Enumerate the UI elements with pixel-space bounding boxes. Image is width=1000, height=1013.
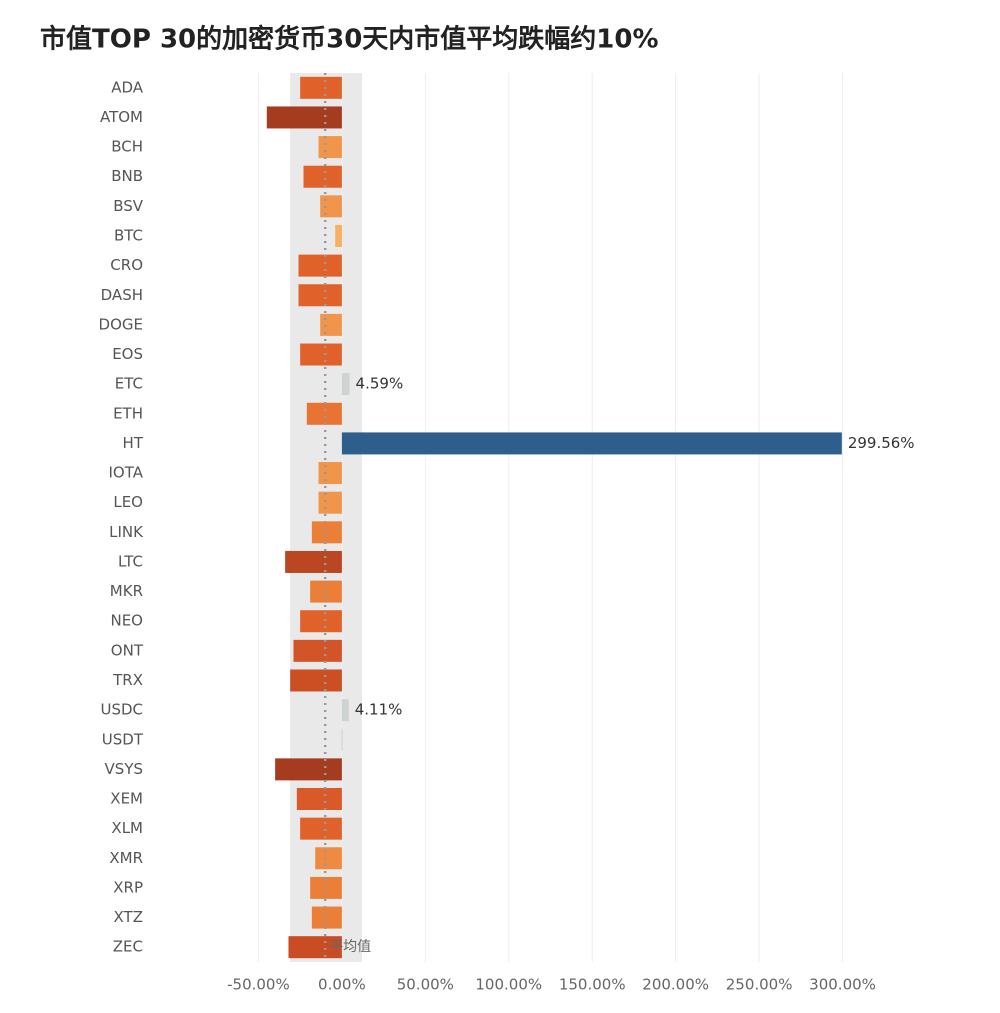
bar <box>320 313 342 336</box>
bar <box>300 343 342 366</box>
y-tick-label: LTC <box>118 552 143 570</box>
x-tick-label: 50.00% <box>397 976 454 994</box>
y-tick-label: DOGE <box>99 315 143 333</box>
bar <box>341 432 842 455</box>
bar <box>288 936 342 959</box>
average-label: 平均值 <box>329 939 371 955</box>
y-tick-label: CRO <box>110 256 143 274</box>
y-tick-label: BNB <box>111 167 143 185</box>
bar <box>306 402 342 425</box>
bar <box>296 788 342 811</box>
bar <box>341 728 343 751</box>
bar <box>300 817 342 840</box>
y-tick-label: ZEC <box>113 938 143 956</box>
bar <box>318 136 342 159</box>
bar <box>320 195 342 218</box>
y-tick-label: LEO <box>113 493 143 511</box>
y-tick-label: USDT <box>102 730 144 748</box>
y-tick-label: ATOM <box>100 108 143 126</box>
y-tick-label: EOS <box>112 345 143 363</box>
x-tick-label: 150.00% <box>559 976 626 994</box>
y-tick-label: ADA <box>111 78 144 96</box>
bar <box>298 254 342 277</box>
bar <box>285 550 342 573</box>
bar <box>341 373 350 396</box>
bar <box>311 521 342 544</box>
y-tick-label: BSV <box>113 197 144 215</box>
y-tick-label: XMR <box>109 849 143 867</box>
value-label: 4.11% <box>355 701 403 719</box>
y-tick-label: TRX <box>112 671 143 689</box>
y-tick-label: ONT <box>111 641 144 659</box>
bar <box>298 284 342 307</box>
y-tick-label: XTZ <box>114 908 143 926</box>
bar <box>311 906 342 929</box>
y-tick-label: BCH <box>111 138 143 156</box>
bar <box>341 699 349 722</box>
y-tick-label: XRP <box>113 878 143 896</box>
bar <box>275 758 342 781</box>
x-tick-label: 250.00% <box>726 976 793 994</box>
bar <box>318 462 342 485</box>
x-tick-label: 100.00% <box>475 976 542 994</box>
bar <box>335 224 342 247</box>
y-tick-label: ETC <box>115 375 143 393</box>
x-tick-label: 300.00% <box>809 976 876 994</box>
bar <box>266 106 342 129</box>
bar <box>300 76 342 99</box>
y-tick-label: BTC <box>114 226 143 244</box>
y-tick-label: VSYS <box>105 760 143 778</box>
x-tick-label: 200.00% <box>642 976 709 994</box>
bar <box>303 165 342 188</box>
y-tick-label: DASH <box>101 286 143 304</box>
bar <box>315 847 342 870</box>
y-tick-label: XLM <box>111 819 143 837</box>
y-tick-label: MKR <box>110 582 143 600</box>
value-label: 299.56% <box>848 434 915 452</box>
plot-area: -50.00% 0.00% 50.00% 100.00% 150.00% 200.00% 2… <box>99 73 915 994</box>
bar <box>318 491 342 514</box>
y-tick-label: LINK <box>109 523 144 541</box>
y-tick-label: IOTA <box>109 464 144 482</box>
value-label: 4.59% <box>356 375 404 393</box>
y-tick-label: ETH <box>113 404 143 422</box>
x-tick-label: 0.00% <box>318 976 366 994</box>
bar <box>293 639 342 662</box>
y-tick-label: NEO <box>110 612 143 630</box>
y-tick-label: USDC <box>100 701 143 719</box>
bar <box>310 876 342 899</box>
chart-title: 市值TOP 30的加密货币30天内市值平均跌幅约10% <box>40 24 659 55</box>
bar <box>300 610 342 633</box>
y-tick-label: HT <box>123 434 144 452</box>
y-tick-label: XEM <box>110 790 143 808</box>
x-tick-label: -50.00% <box>227 976 290 994</box>
bar <box>290 669 342 692</box>
